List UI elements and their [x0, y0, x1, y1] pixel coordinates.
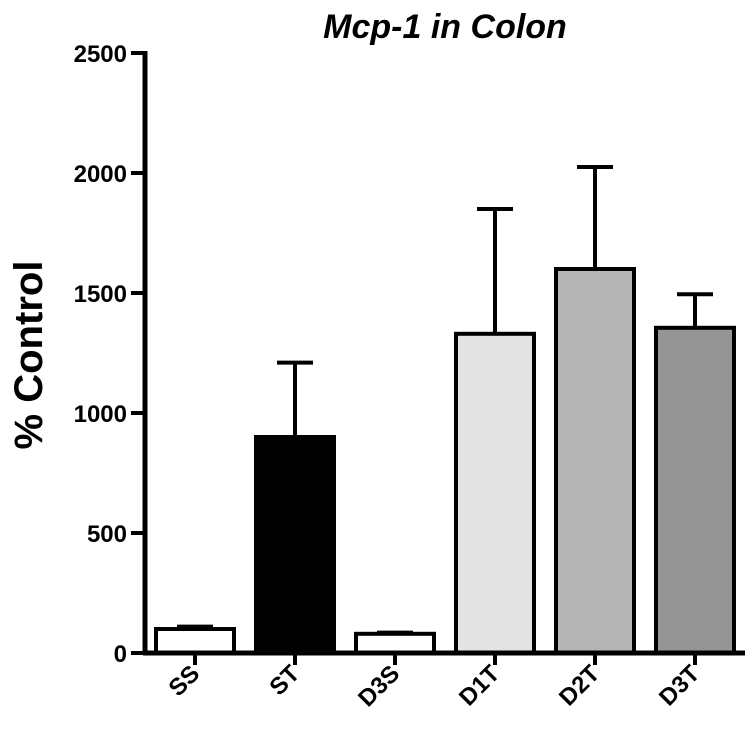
- y-tick-label-0: 0: [114, 641, 127, 668]
- x-tick-label-D3S: D3S: [353, 660, 405, 712]
- plot-area: 0 500 1000 1500 2000 2500 SS ST D3S D1T D2T D3T: [74, 41, 745, 712]
- bar-D2T: [554, 267, 636, 655]
- x-tick-label-D1T: D1T: [454, 660, 505, 711]
- y-tick-label-1000: 1000: [74, 401, 127, 428]
- y-tick-label-2000: 2000: [74, 161, 127, 188]
- x-tick-label-D3T: D3T: [654, 660, 705, 711]
- bar-D3S: [354, 631, 436, 655]
- y-tick-label-1500: 1500: [74, 281, 127, 308]
- x-tick-label-ST: ST: [264, 660, 305, 701]
- y-axis-label: % Control: [7, 261, 51, 450]
- chart-title: Mcp-1 in Colon: [323, 8, 567, 46]
- y-tick-label-2500: 2500: [74, 41, 127, 68]
- x-tick-label-D2T: D2T: [554, 660, 605, 711]
- y-tick-label-500: 500: [87, 521, 127, 548]
- bar-D1T: [454, 331, 536, 655]
- x-tick-label-SS: SS: [164, 660, 206, 702]
- bar-ST: [254, 435, 336, 655]
- bar-SS: [154, 627, 236, 655]
- bar-D3T: [654, 325, 736, 655]
